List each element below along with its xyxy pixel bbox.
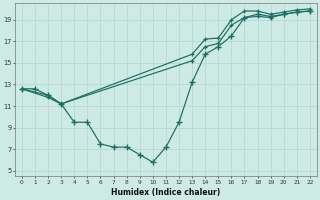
X-axis label: Humidex (Indice chaleur): Humidex (Indice chaleur): [111, 188, 220, 197]
